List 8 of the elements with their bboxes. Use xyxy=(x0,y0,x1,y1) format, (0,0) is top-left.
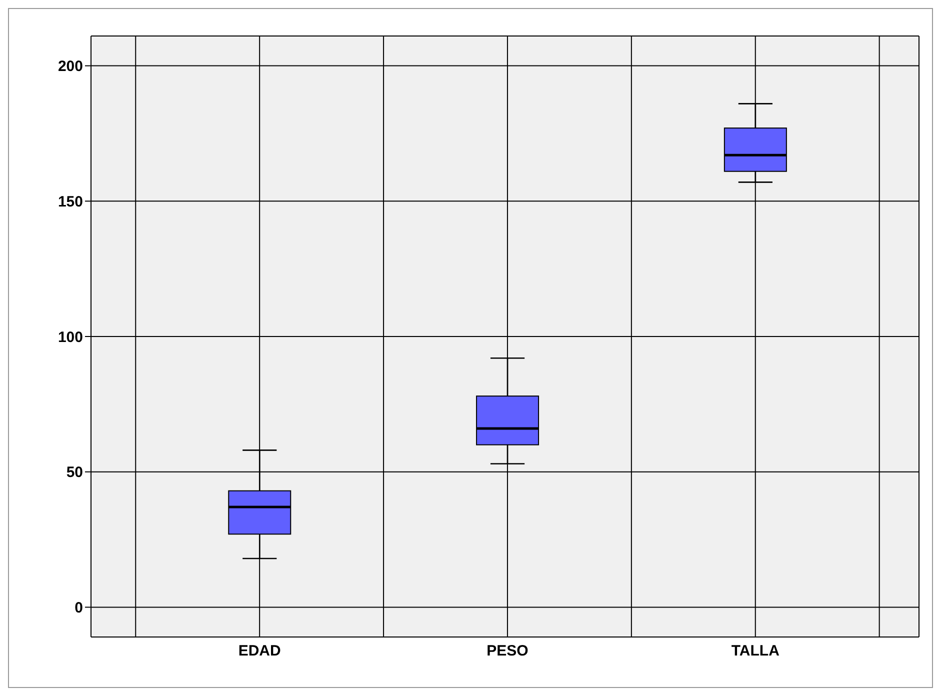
x-tick-label: TALLA xyxy=(731,642,780,660)
x-tick-label: PESO xyxy=(486,642,529,660)
y-tick-label: 50 xyxy=(66,464,83,482)
y-tick-label: 0 xyxy=(74,600,83,617)
y-tick-label: 150 xyxy=(58,193,83,210)
x-tick-label: EDAD xyxy=(238,642,281,660)
y-tick-label: 200 xyxy=(58,58,83,76)
y-tick-label: 100 xyxy=(58,328,83,346)
